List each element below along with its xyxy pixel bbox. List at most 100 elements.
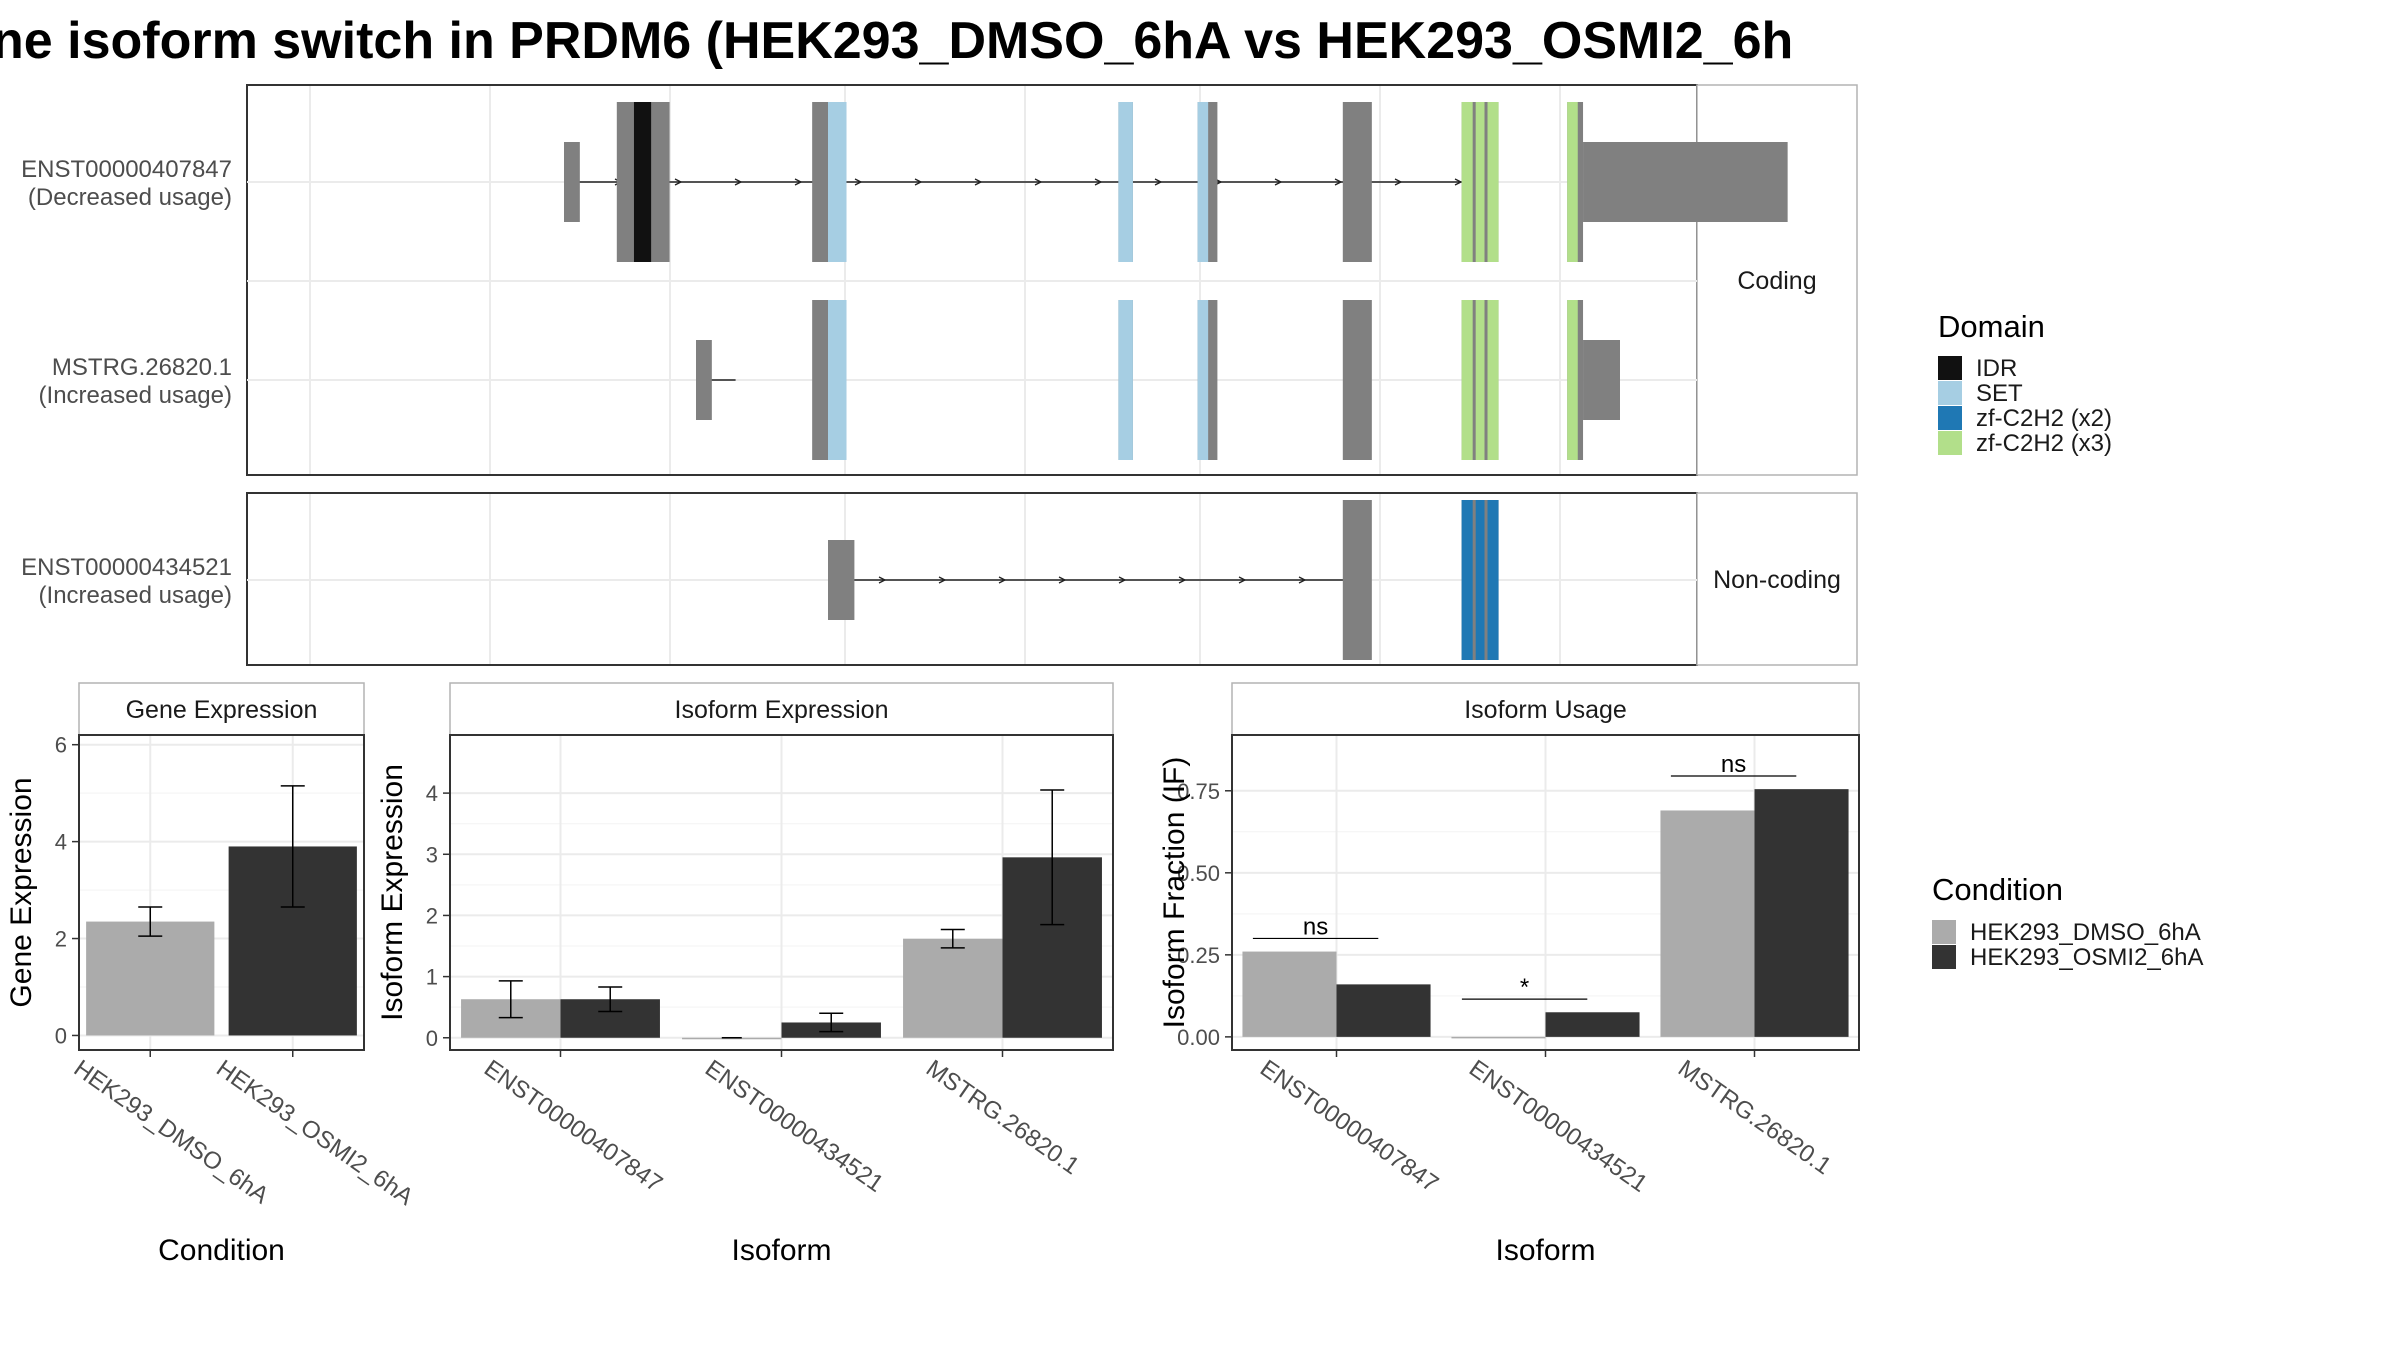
- y-tick-label: 6: [55, 733, 67, 758]
- bar-hek293_dmso_6ha: [903, 938, 1003, 1038]
- y-tick-label: 2: [55, 927, 67, 952]
- transcript-usage-label: (Increased usage): [39, 382, 232, 409]
- chart-strip: [1231, 682, 1860, 736]
- x-axis-label: Isoform: [1495, 1234, 1595, 1267]
- exon: [1583, 142, 1788, 222]
- x-tick-label: ENST00000407847: [479, 1055, 667, 1198]
- intron-arrow: [1274, 178, 1283, 186]
- domain-zf3: [1461, 300, 1499, 460]
- domain-separator: [1472, 500, 1476, 660]
- intron-arrow: [998, 576, 1007, 584]
- legend-domain-key: [1938, 431, 1962, 455]
- x-tick-label: MSTRG.26820.1: [1673, 1055, 1836, 1180]
- exon: [1342, 102, 1372, 262]
- legend-domain-label: SET: [1976, 380, 2023, 407]
- intron-arrow: [854, 178, 863, 186]
- legend-condition-label: HEK293_OSMI2_6hA: [1970, 944, 2203, 971]
- intron-arrow: [914, 178, 923, 186]
- domain-set: [1197, 102, 1209, 262]
- legend-domain-label: IDR: [1976, 355, 2017, 382]
- chart-strip: [449, 682, 1114, 736]
- chart-isoform-expression: Isoform Expression 0 1 2 3 4 Isoform Expressio…: [376, 682, 1114, 1267]
- tx-strip-label-coding: Coding: [1737, 267, 1816, 295]
- transcript-ENST00000434521: ENST00000434521(Increased usage): [21, 500, 1697, 660]
- chart-strip-label: Isoform Expression: [675, 696, 889, 724]
- significance-label: ns: [1303, 913, 1328, 940]
- y-tick-label: 0.00: [1177, 1025, 1220, 1050]
- y-axis-label: Isoform Fraction (IF): [1158, 757, 1191, 1029]
- domain-separator: [1472, 300, 1476, 460]
- domain-zf3: [1567, 102, 1578, 262]
- y-tick-label: 0.50: [1177, 861, 1220, 886]
- intron-arrow: [938, 576, 947, 584]
- x-tick-label: MSTRG.26820.1: [921, 1055, 1084, 1180]
- bar-hek293_osmi2_6ha: [1545, 1012, 1640, 1037]
- exon: [1583, 340, 1620, 420]
- y-tick-label: 0.75: [1177, 779, 1220, 804]
- bar-hek293_dmso_6ha: [1242, 951, 1337, 1037]
- chart-isoform-usage: Isoform Usagens*ns0.000.250.500.75Isofor…: [1158, 682, 1860, 1267]
- intron-arrow: [1454, 178, 1463, 186]
- x-tick-label: ENST00000434521: [1464, 1055, 1652, 1198]
- exon: [1342, 300, 1372, 460]
- x-tick-label: ENST00000434521: [700, 1055, 888, 1198]
- bar-hek293_osmi2_6ha: [1336, 984, 1431, 1037]
- legend-domain-title: Domain: [1938, 309, 2045, 344]
- domain-separator: [1484, 300, 1488, 460]
- transcript-usage-label: (Decreased usage): [28, 184, 232, 211]
- intron-arrow: [734, 178, 743, 186]
- x-axis-label: Condition: [158, 1234, 285, 1267]
- y-tick-label: 4: [55, 830, 67, 855]
- intron-arrow: [878, 576, 887, 584]
- domain-separator: [1472, 102, 1476, 262]
- bar-hek293_dmso_6ha: [1660, 810, 1755, 1037]
- bar-hek293_dmso_6ha: [1451, 1036, 1546, 1039]
- y-tick-label: 0.25: [1177, 943, 1220, 968]
- domain-zf3: [1461, 102, 1499, 262]
- intron-arrow: [1118, 576, 1127, 584]
- exon: [564, 142, 580, 222]
- intron-arrow: [794, 178, 803, 186]
- domain-set: [1118, 102, 1133, 262]
- y-axis-label: Isoform Expression: [376, 764, 409, 1021]
- transcript-usage-label: (Increased usage): [39, 582, 232, 609]
- chart-strip-label: Isoform Usage: [1464, 696, 1627, 724]
- exon: [828, 540, 855, 620]
- domain-set: [828, 102, 847, 262]
- domain-separator: [1484, 102, 1488, 262]
- legend-condition-key: [1932, 920, 1956, 944]
- legend-domain-label: zf-C2H2 (x3): [1976, 430, 2112, 457]
- bar-hek293_osmi2_6ha: [1754, 789, 1849, 1037]
- intron-arrow: [1178, 576, 1187, 584]
- transcript-MSTRG.26820.1: MSTRG.26820.1(Increased usage): [39, 300, 1697, 460]
- domain-zf3: [1567, 300, 1578, 460]
- intron-arrow: [1154, 178, 1163, 186]
- legend-condition-label: HEK293_DMSO_6hA: [1970, 919, 2201, 946]
- y-tick-label: 3: [426, 842, 438, 867]
- chart-strip: [78, 682, 365, 736]
- domain-idr: [633, 102, 652, 262]
- intron-arrow: [1094, 178, 1103, 186]
- intron-arrow: [1334, 178, 1343, 186]
- legend-domain-label: zf-C2H2 (x2): [1976, 405, 2112, 432]
- y-tick-label: 1: [426, 965, 438, 990]
- intron-arrow: [674, 178, 683, 186]
- transcript-id-label: ENST00000434521: [21, 554, 232, 581]
- x-axis-label: Isoform: [731, 1234, 831, 1267]
- tx-strip-label-noncoding: Non-coding: [1713, 566, 1841, 594]
- legend-domain-key: [1938, 356, 1962, 380]
- y-axis-label: Gene Expression: [5, 777, 38, 1007]
- exon: [1342, 500, 1372, 660]
- intron-arrow: [1394, 178, 1403, 186]
- transcript-id-label: ENST00000407847: [21, 156, 232, 183]
- y-tick-label: 4: [426, 781, 438, 806]
- legend-domain-key: [1938, 381, 1962, 405]
- tx-strip-noncoding: [1696, 492, 1858, 666]
- domain-separator: [1484, 500, 1488, 660]
- domain-set: [1197, 300, 1209, 460]
- y-tick-label: 0: [55, 1023, 67, 1048]
